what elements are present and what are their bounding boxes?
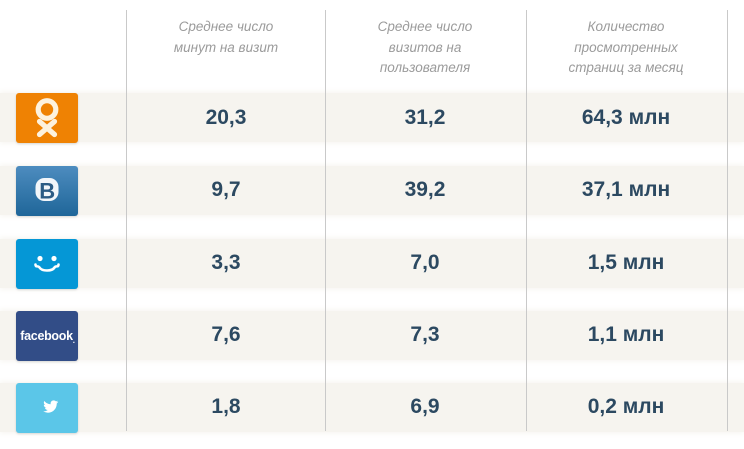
svg-text:facebook.: facebook.	[20, 329, 74, 345]
svg-text:B: B	[39, 179, 55, 204]
